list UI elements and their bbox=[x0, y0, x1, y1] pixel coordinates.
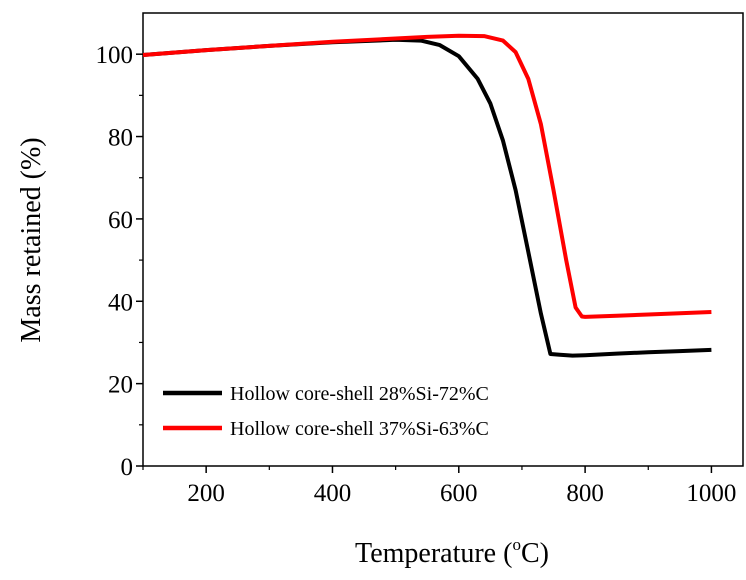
series-line-1 bbox=[142, 33, 712, 319]
y-tick-label: 20 bbox=[108, 372, 133, 399]
plot-frame bbox=[142, 12, 744, 467]
x-tick-label: 1000 bbox=[686, 480, 736, 507]
x-axis-title-main: Temperature ( bbox=[355, 538, 512, 569]
x-tick-label: 400 bbox=[314, 480, 352, 507]
legend-label-red: Hollow core-shell 37%Si-63%C bbox=[230, 418, 489, 440]
legend: Hollow core-shell 28%Si-72%C Hollow core… bbox=[163, 383, 489, 440]
y-tick-label: 40 bbox=[108, 289, 133, 316]
legend-label-black: Hollow core-shell 28%Si-72%C bbox=[230, 383, 489, 405]
y-tick-label: 60 bbox=[108, 207, 133, 234]
x-axis-title-superscript: o bbox=[512, 535, 521, 554]
x-tick-label: 200 bbox=[187, 480, 225, 507]
x-axis-title-unit: C) bbox=[521, 538, 549, 569]
y-axis-title: Mass retained (%) bbox=[16, 137, 47, 342]
x-tick-label: 600 bbox=[440, 480, 478, 507]
y-tick-label: 80 bbox=[108, 125, 133, 152]
series-line-0 bbox=[142, 37, 712, 358]
y-tick-label: 0 bbox=[121, 454, 134, 481]
axis-tick-labels: 200 400 600 800 1000 0 20 40 60 80 100 bbox=[96, 42, 737, 507]
y-tick-label: 100 bbox=[96, 42, 134, 69]
x-axis-title: Temperature (oC) bbox=[355, 535, 549, 569]
series-lines bbox=[142, 33, 712, 358]
x-tick-label: 800 bbox=[566, 480, 604, 507]
axis-ticks bbox=[136, 53, 713, 473]
